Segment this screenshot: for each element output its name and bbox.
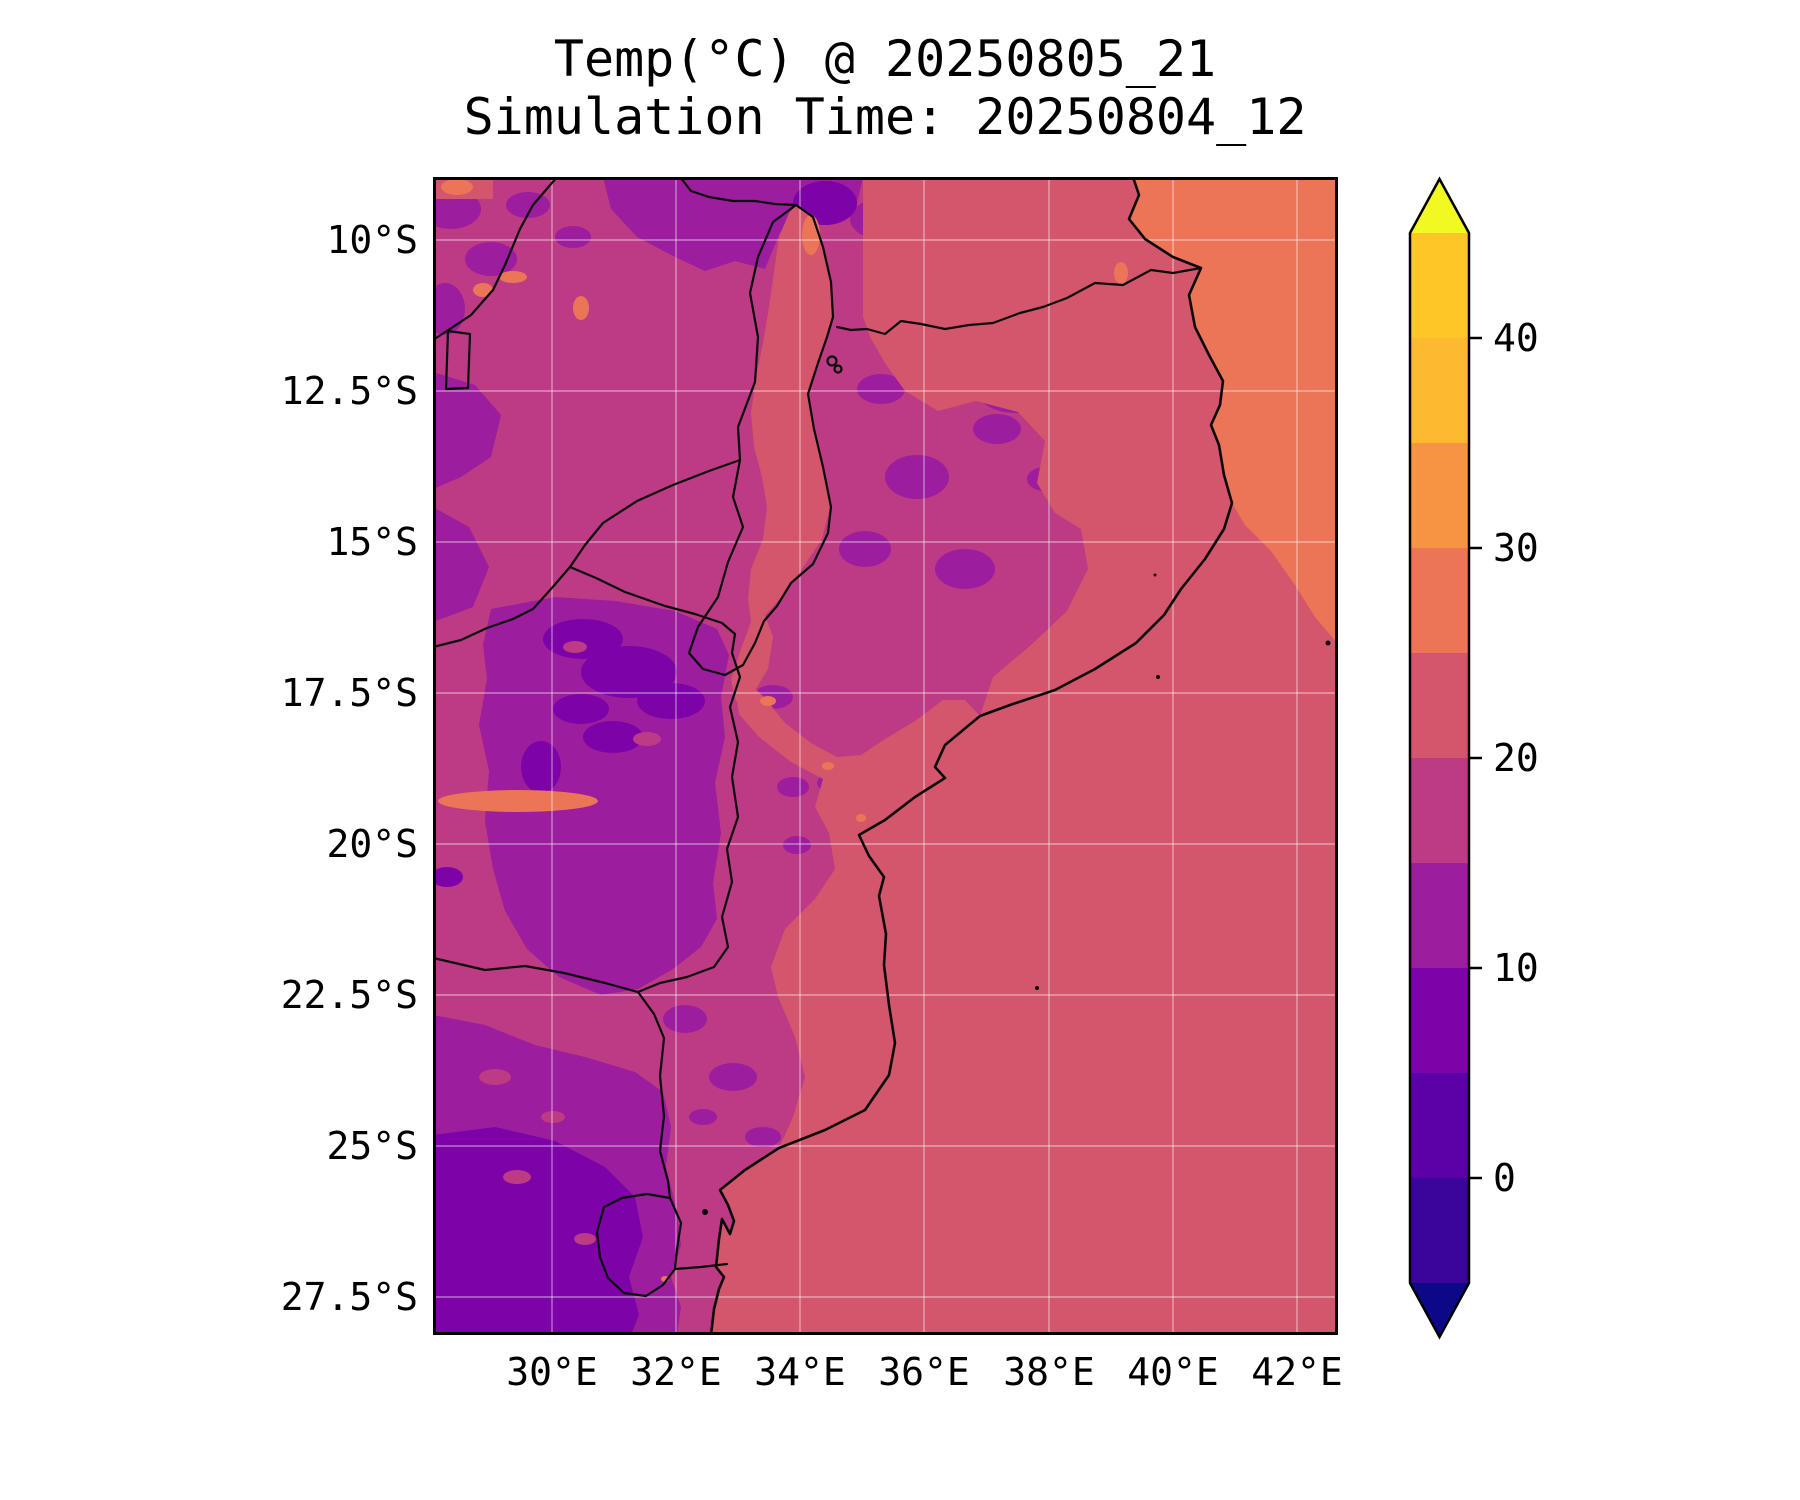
- colorbar-band: [1410, 1178, 1469, 1283]
- colorbar-band: [1410, 1073, 1469, 1178]
- lat-tick-label: 27.5°S: [280, 1275, 418, 1319]
- border-notch: [444, 329, 472, 391]
- colorbar-band: [1410, 233, 1469, 338]
- border-tanzania-zambia-east: [678, 175, 798, 207]
- border-zambia-mozambique: [568, 565, 737, 636]
- lon-tick-label: 30°E: [506, 1350, 598, 1394]
- colorbar-tick-label: 0: [1493, 1156, 1516, 1200]
- colorbar-tick-label: 20: [1493, 736, 1539, 780]
- colorbar-tick-label: 30: [1493, 526, 1539, 570]
- lon-tick-label: 38°E: [1003, 1350, 1095, 1394]
- colorbar: 40 30 20 10 0: [1408, 176, 1539, 1340]
- lat-tick-label: 20°S: [326, 822, 418, 866]
- plot-subtitle: Simulation Time: 20250804_12: [463, 88, 1307, 146]
- border-malawi-outline: [687, 203, 835, 677]
- lon-tick-label: 32°E: [630, 1350, 722, 1394]
- lon-tick-label: 42°E: [1251, 1350, 1343, 1394]
- ocean-rose: [711, 177, 1338, 1335]
- lon-tick-label: 36°E: [878, 1350, 970, 1394]
- border-zambia-malawi: [568, 458, 742, 569]
- small-islands: [702, 573, 1331, 1215]
- colorbar-band: [1410, 548, 1469, 653]
- colorbar-band: [1410, 968, 1469, 1073]
- border-zimbabwe-mozambique: [636, 632, 742, 994]
- country-borders: [431, 175, 1203, 1298]
- coastline: [709, 175, 1234, 1337]
- hot-salmon-spots: [438, 179, 1195, 1282]
- map-area: [421, 175, 1338, 1337]
- colorbar-tick-label: 10: [1493, 946, 1539, 990]
- lon-tick-label: 34°E: [754, 1350, 846, 1394]
- lat-tick-label: 12.5°S: [280, 369, 418, 413]
- lat-tick-label: 15°S: [326, 520, 418, 564]
- colorbar-under-arrow: [1410, 1283, 1469, 1337]
- colorbar-band: [1410, 443, 1469, 548]
- chizumulu-island: [833, 364, 843, 374]
- lat-tick-label: 10°S: [326, 218, 418, 262]
- border-southafrica-mozambique: [636, 990, 672, 1200]
- colorbar-over-arrow: [1410, 179, 1469, 233]
- colorbar-band: [1410, 758, 1469, 863]
- lat-tick-label: 25°S: [326, 1124, 418, 1168]
- colorbar-band: [1410, 338, 1469, 443]
- cold-darkpurple-regions: [431, 181, 857, 1335]
- border-tanzania-zambia-west: [431, 175, 559, 342]
- axes-frame: [433, 177, 1338, 1335]
- border-zambia-zimbabwe: [431, 565, 572, 649]
- lat-tick-label: 17.5°S: [280, 671, 418, 715]
- likoma-island: [826, 355, 838, 367]
- graticule: [433, 177, 1338, 1335]
- plot-title: Temp(°C) @ 20250805_21: [553, 30, 1217, 88]
- colorbar-band: [1410, 863, 1469, 968]
- ocean-orange-northeast: [1129, 177, 1338, 644]
- colorbar-outline: [1408, 176, 1471, 1340]
- border-southafrica-mozambique-south: [673, 1262, 729, 1271]
- lat-tick-label: 22.5°S: [280, 973, 418, 1017]
- lon-tick-label: 40°E: [1127, 1350, 1219, 1394]
- border-eswatini: [595, 1192, 683, 1298]
- magenta-texture-spots: [479, 641, 661, 1245]
- colorbar-band: [1410, 653, 1469, 758]
- temperature-map: [421, 175, 1338, 1337]
- border-ruvuma: [835, 266, 1203, 336]
- border-limpopo: [431, 956, 640, 994]
- colorbar-tick-label: 40: [1493, 316, 1539, 360]
